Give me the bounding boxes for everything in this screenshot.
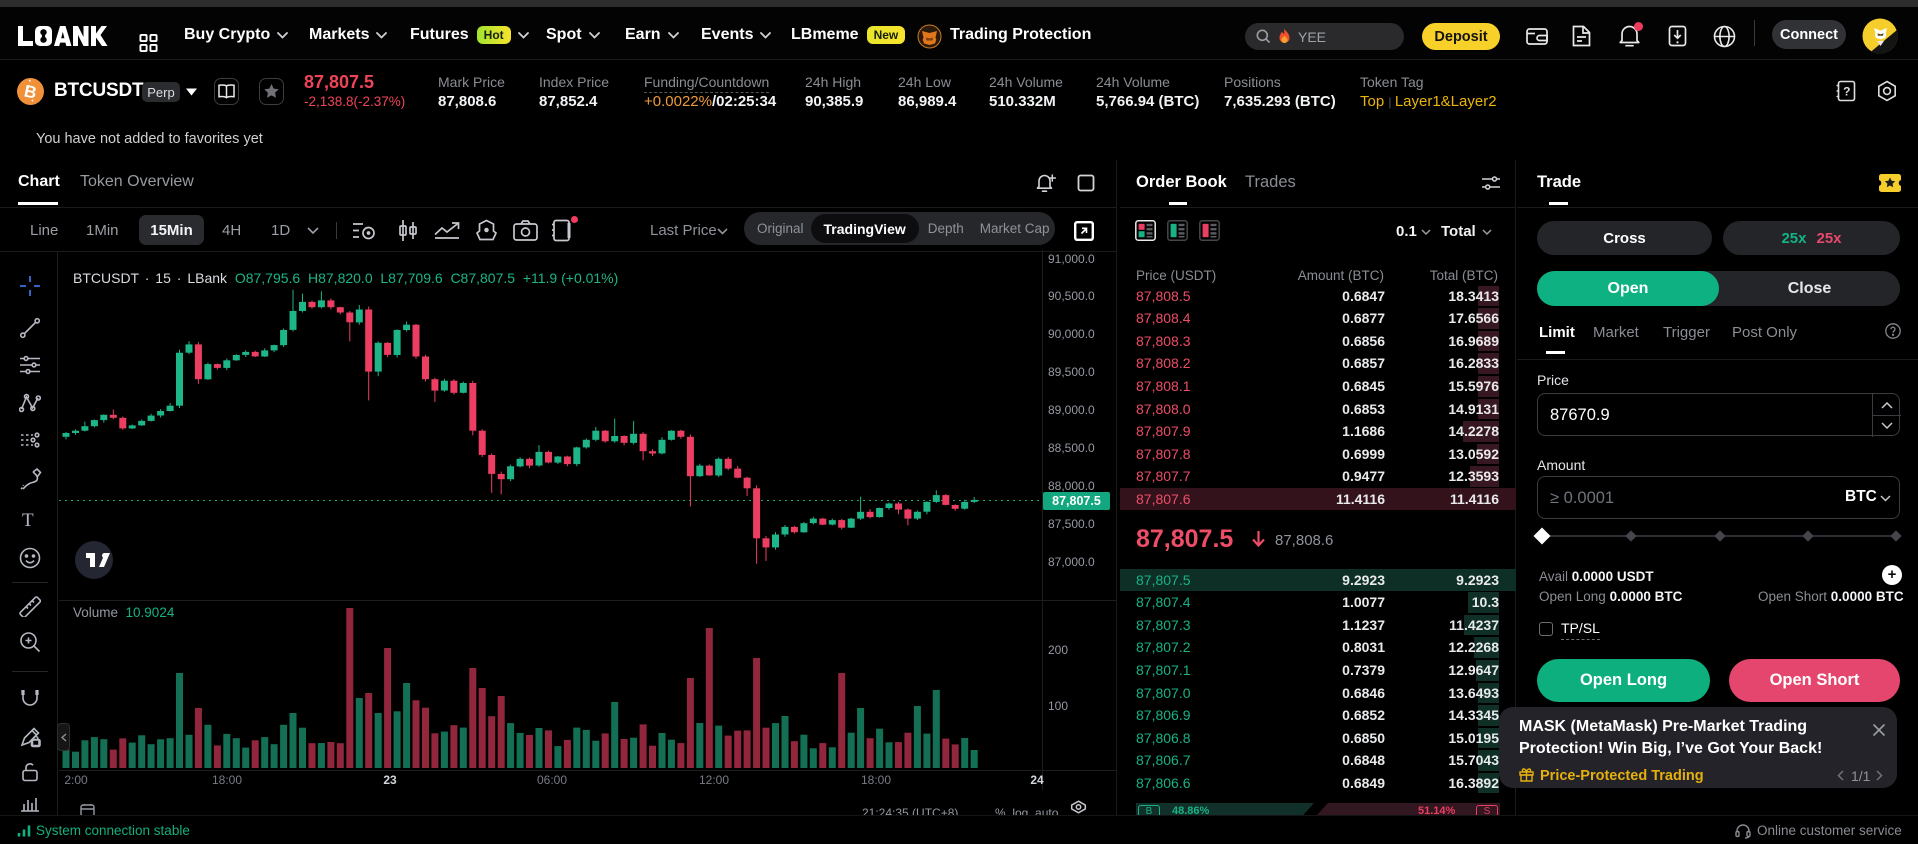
svg-text:B: B	[22, 81, 38, 102]
svg-text:?: ?	[1843, 85, 1850, 99]
